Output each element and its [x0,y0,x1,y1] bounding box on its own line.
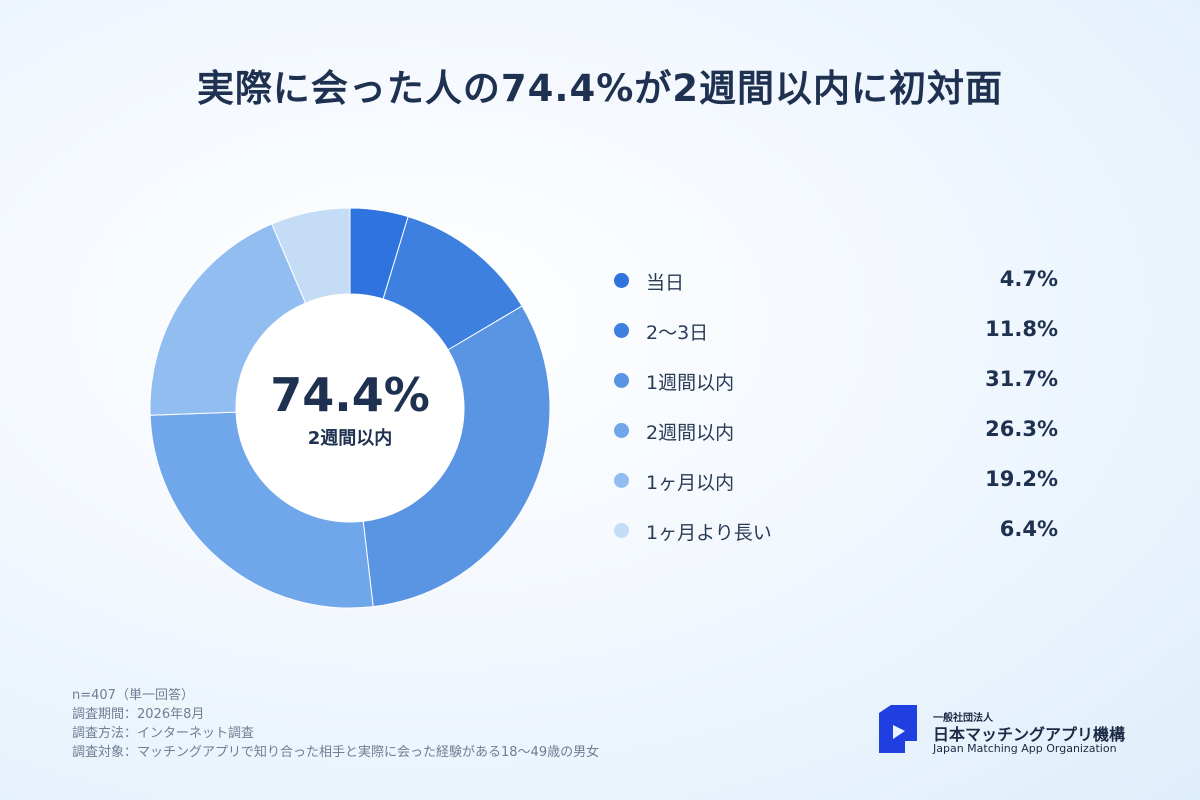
legend-label: 1ヶ月以内 [646,472,735,494]
logo-org-type: 一般社団法人 [933,713,993,724]
note-survey-period: 調査期間：2026年8月 [72,707,205,722]
donut-chart: 74.4% 2週間以内 [149,207,551,609]
legend-item: 1ヶ月より長い 6.4% [610,506,1060,556]
legend-item: 当日 4.7% [610,256,1060,306]
organization-logo-icon [879,705,917,753]
legend-marker-4 [614,473,629,488]
legend-item: 1ヶ月以内 19.2% [610,456,1060,506]
legend-item: 1週間以内 31.7% [610,356,1060,406]
chart-title: 実際に会った人の74.4%が2週間以内に初対面 [196,67,1004,110]
legend-marker-3 [614,423,629,438]
legend-marker-5 [614,523,629,538]
legend: 当日 4.7% 2〜3日 11.8% 1週間以内 31.7% 2週間以内 26.… [610,256,1060,556]
legend-value: 26.3% [985,417,1058,441]
legend-marker-2 [614,373,629,388]
note-sample-size: n=407（単一回答） [72,688,194,703]
legend-marker-1 [614,323,629,338]
legend-value: 4.7% [999,267,1058,291]
center-label: 2週間以内 [308,427,393,449]
logo-org-name: 日本マッチングアプリ機構 [933,725,1126,744]
donut-hole [236,294,464,522]
note-survey-method: 調査方法：インターネット調査 [72,726,255,741]
note-survey-target: 調査対象：マッチングアプリで知り合った相手と実際に会った経験がある18〜49歳の… [72,745,600,760]
legend-marker-0 [614,273,629,288]
legend-item: 2〜3日 11.8% [610,306,1060,356]
legend-label: 2〜3日 [646,322,709,344]
legend-label: 2週間以内 [646,422,735,444]
legend-value: 19.2% [985,467,1058,491]
legend-label: 1週間以内 [646,372,735,394]
center-value: 74.4% [270,368,430,422]
logo-org-english-name: Japan Matching App Organization [933,742,1117,755]
legend-value: 11.8% [985,317,1058,341]
organization-logo: 一般社団法人 日本マッチングアプリ機構 Japan Matching App O… [877,703,1147,759]
legend-label: 1ヶ月より長い [646,522,772,544]
legend-value: 31.7% [985,367,1058,391]
legend-value: 6.4% [999,517,1058,541]
donut-slices [149,207,551,609]
legend-item: 2週間以内 26.3% [610,406,1060,456]
legend-label: 当日 [646,272,685,294]
survey-notes: n=407（単一回答） 調査期間：2026年8月 調査方法：インターネット調査 … [72,686,599,762]
